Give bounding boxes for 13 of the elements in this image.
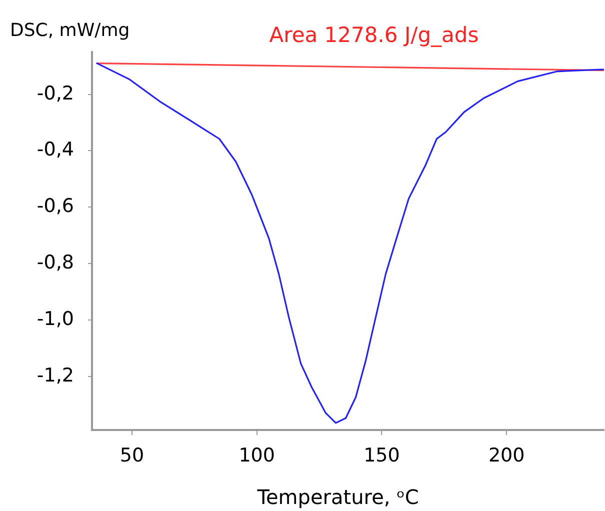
text: Area 1278.6 J/g_ads (269, 23, 479, 47)
y-tick-label: -0,8 (36, 252, 74, 274)
x-tick-label: 100 (238, 444, 275, 466)
y-tick-label: -0,6 (36, 195, 74, 218)
x-tick-label: 150 (364, 444, 400, 466)
x-axis-title: Temperature, ᵒC (256, 485, 419, 509)
y-tick-label: -0,2 (36, 82, 74, 104)
y-tick-label: -1,0 (36, 308, 74, 330)
y-tick-label: -0,4 (36, 138, 74, 161)
y-tick-label: -1,2 (36, 364, 74, 386)
y-axis-title: DSC, mW/mg (10, 20, 130, 41)
x-tick-label: 50 (120, 444, 144, 466)
x-tick-label: 200 (488, 444, 525, 466)
